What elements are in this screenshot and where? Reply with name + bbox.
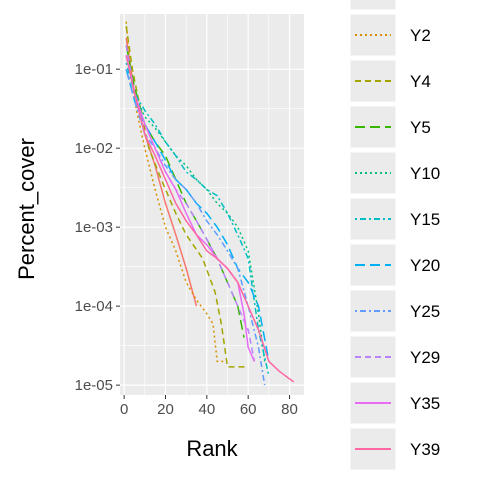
minor-gridlines: [120, 14, 304, 395]
y-tick-label: 1e-05: [75, 377, 113, 394]
legend-label-y35: Y35: [410, 394, 440, 413]
series-line-y39: [125, 55, 295, 383]
x-axis: 0 20 40 60 80: [120, 395, 298, 418]
legend-label-y4: Y4: [410, 72, 431, 91]
legend-label-y10: Y10: [410, 164, 440, 183]
plot-panel: [120, 14, 304, 395]
series-lines: [125, 21, 295, 386]
major-gridlines: [120, 14, 304, 395]
series-line-y25: [125, 69, 266, 386]
x-tick-label: 80: [281, 401, 298, 418]
series-line-y10: [125, 55, 266, 362]
legend: Y1Y2Y4Y5Y10Y15Y20Y25Y29Y35Y39: [349, 0, 440, 471]
legend-label-y2: Y2: [410, 26, 431, 45]
y-tick-label: 1e-04: [75, 298, 113, 315]
legend-key-y2: [349, 13, 397, 57]
y-axis: 1e-01 1e-02 1e-03 1e-04 1e-05: [75, 61, 120, 394]
x-tick-label: 60: [240, 401, 257, 418]
legend-key-y1: [349, 0, 397, 11]
series-line-y2: [125, 21, 228, 363]
y-tick-label: 1e-02: [75, 140, 113, 157]
legend-label-y29: Y29: [410, 348, 440, 367]
legend-label-y15: Y15: [410, 210, 440, 229]
y-tick-label: 1e-03: [75, 219, 113, 236]
legend-key-y10: [349, 151, 397, 195]
legend-label-y25: Y25: [410, 302, 440, 321]
x-tick-label: 20: [157, 401, 174, 418]
y-tick-label: 1e-01: [75, 61, 113, 78]
legend-label-y39: Y39: [410, 440, 440, 459]
legend-label-y20: Y20: [410, 256, 440, 275]
x-tick-label: 0: [120, 401, 128, 418]
y-axis-title: Percent_cover: [14, 138, 39, 280]
x-tick-label: 40: [198, 401, 215, 418]
x-axis-title: Rank: [186, 436, 238, 461]
series-line-y15: [125, 62, 270, 377]
legend-label-y5: Y5: [410, 118, 431, 137]
